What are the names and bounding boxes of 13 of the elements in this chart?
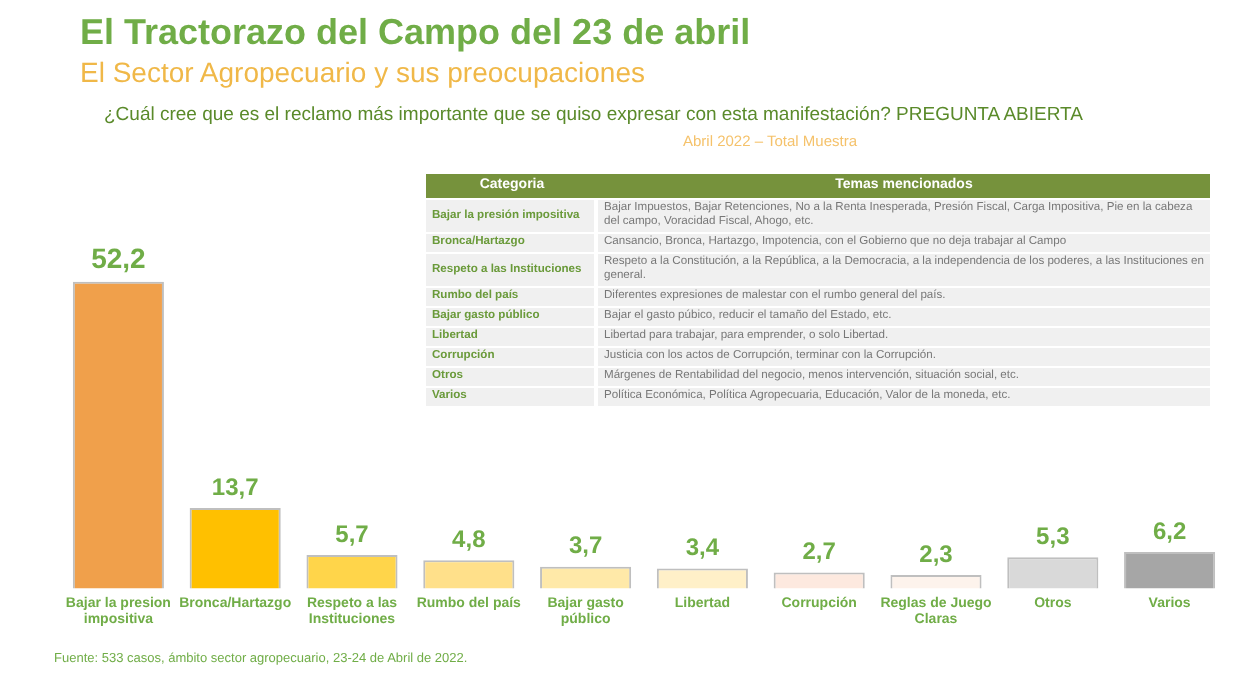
- chart-subtitle: El Sector Agropecuario y sus preocupaciones: [80, 56, 645, 88]
- data-label: 4,8: [452, 524, 487, 553]
- text: ¿Cuál cree que es el reclamo más importante que se quiso expresar con esta manifestación? PREGUNTA ABIERTA: [104, 104, 1083, 126]
- data-label: 2,3: [919, 539, 954, 568]
- chart-title: El Tractorazo del Campo del 23 de abril: [80, 12, 751, 54]
- data-label: 2,7: [802, 537, 837, 566]
- data-label: 3,7: [568, 531, 603, 560]
- data-label: 52,2: [91, 241, 147, 274]
- data-label: 5,3: [1036, 521, 1071, 550]
- data-label: 3,4: [685, 533, 720, 562]
- data-label: 5,7: [335, 519, 370, 548]
- data-label: 13,7: [211, 472, 260, 501]
- data-label: 6,2: [1152, 516, 1187, 545]
